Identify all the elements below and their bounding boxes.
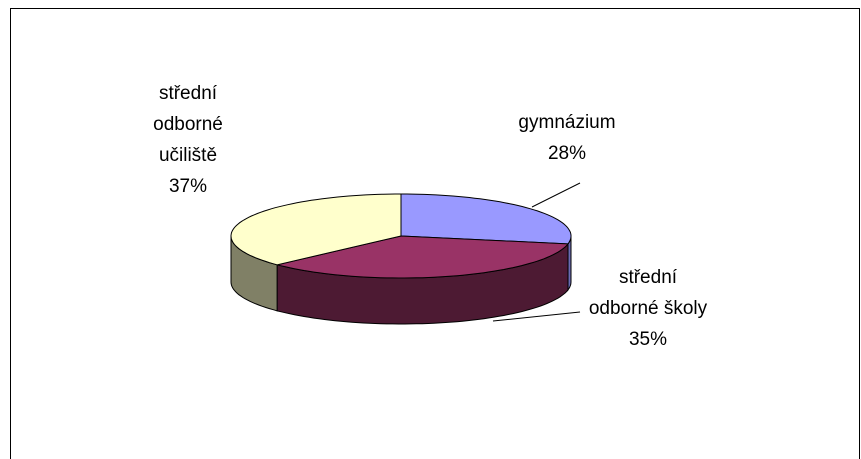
pie-slice bbox=[230, 193, 402, 266]
label-line: střední bbox=[619, 267, 678, 288]
chart-frame bbox=[10, 8, 860, 459]
pie-slice bbox=[400, 193, 572, 245]
label-line: učiliště bbox=[159, 145, 217, 166]
data-label-value: 28% bbox=[548, 143, 586, 164]
leader-line bbox=[492, 311, 581, 322]
data-label-value: 37% bbox=[169, 176, 207, 197]
pie-slice bbox=[276, 235, 570, 279]
data-label-category: střední odborné učiliště bbox=[153, 83, 223, 166]
label-line: odborné bbox=[153, 114, 223, 135]
leader-line bbox=[531, 182, 581, 208]
data-label-category: střední odborné školy bbox=[589, 267, 708, 319]
label-line: odborné školy bbox=[589, 298, 708, 319]
data-label-value: 35% bbox=[629, 329, 667, 350]
data-label-category: gymnázium bbox=[518, 112, 615, 133]
label-line: gymnázium bbox=[518, 112, 615, 133]
label-line: střední bbox=[159, 83, 218, 104]
